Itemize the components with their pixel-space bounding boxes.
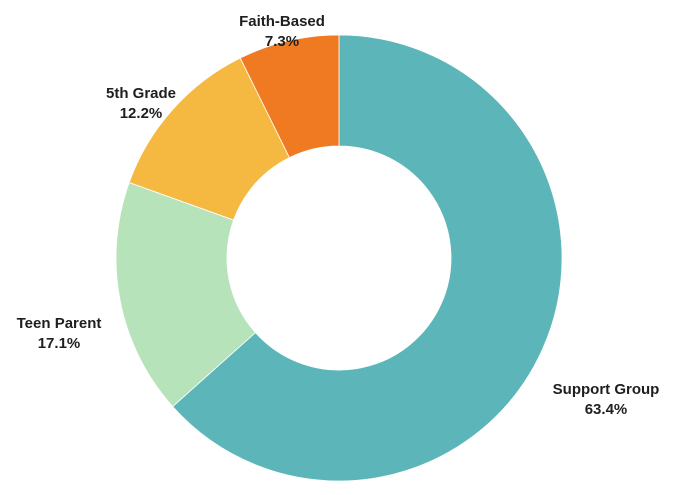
slice-support-group [172,34,563,482]
slice-faith-based [239,34,340,159]
slice-pct-support-group: 63.4% [585,401,628,418]
slice-label-support-group: Support Group [553,381,660,398]
slice-label-teen-parent: Teen Parent [17,315,102,332]
slice-label-5th-grade: 5th Grade [106,85,176,102]
slice-teen-parent [115,181,257,408]
slice-pct-teen-parent: 17.1% [38,335,81,352]
chart-labels: Support Group 63.4% Teen Parent 17.1% 5th Gr… [17,13,660,418]
slice-pct-faith-based: 7.3% [265,33,299,50]
slice-pct-5th-grade: 12.2% [120,105,163,122]
chart-slices [115,34,563,482]
slice-label-faith-based: Faith-Based [239,13,325,30]
